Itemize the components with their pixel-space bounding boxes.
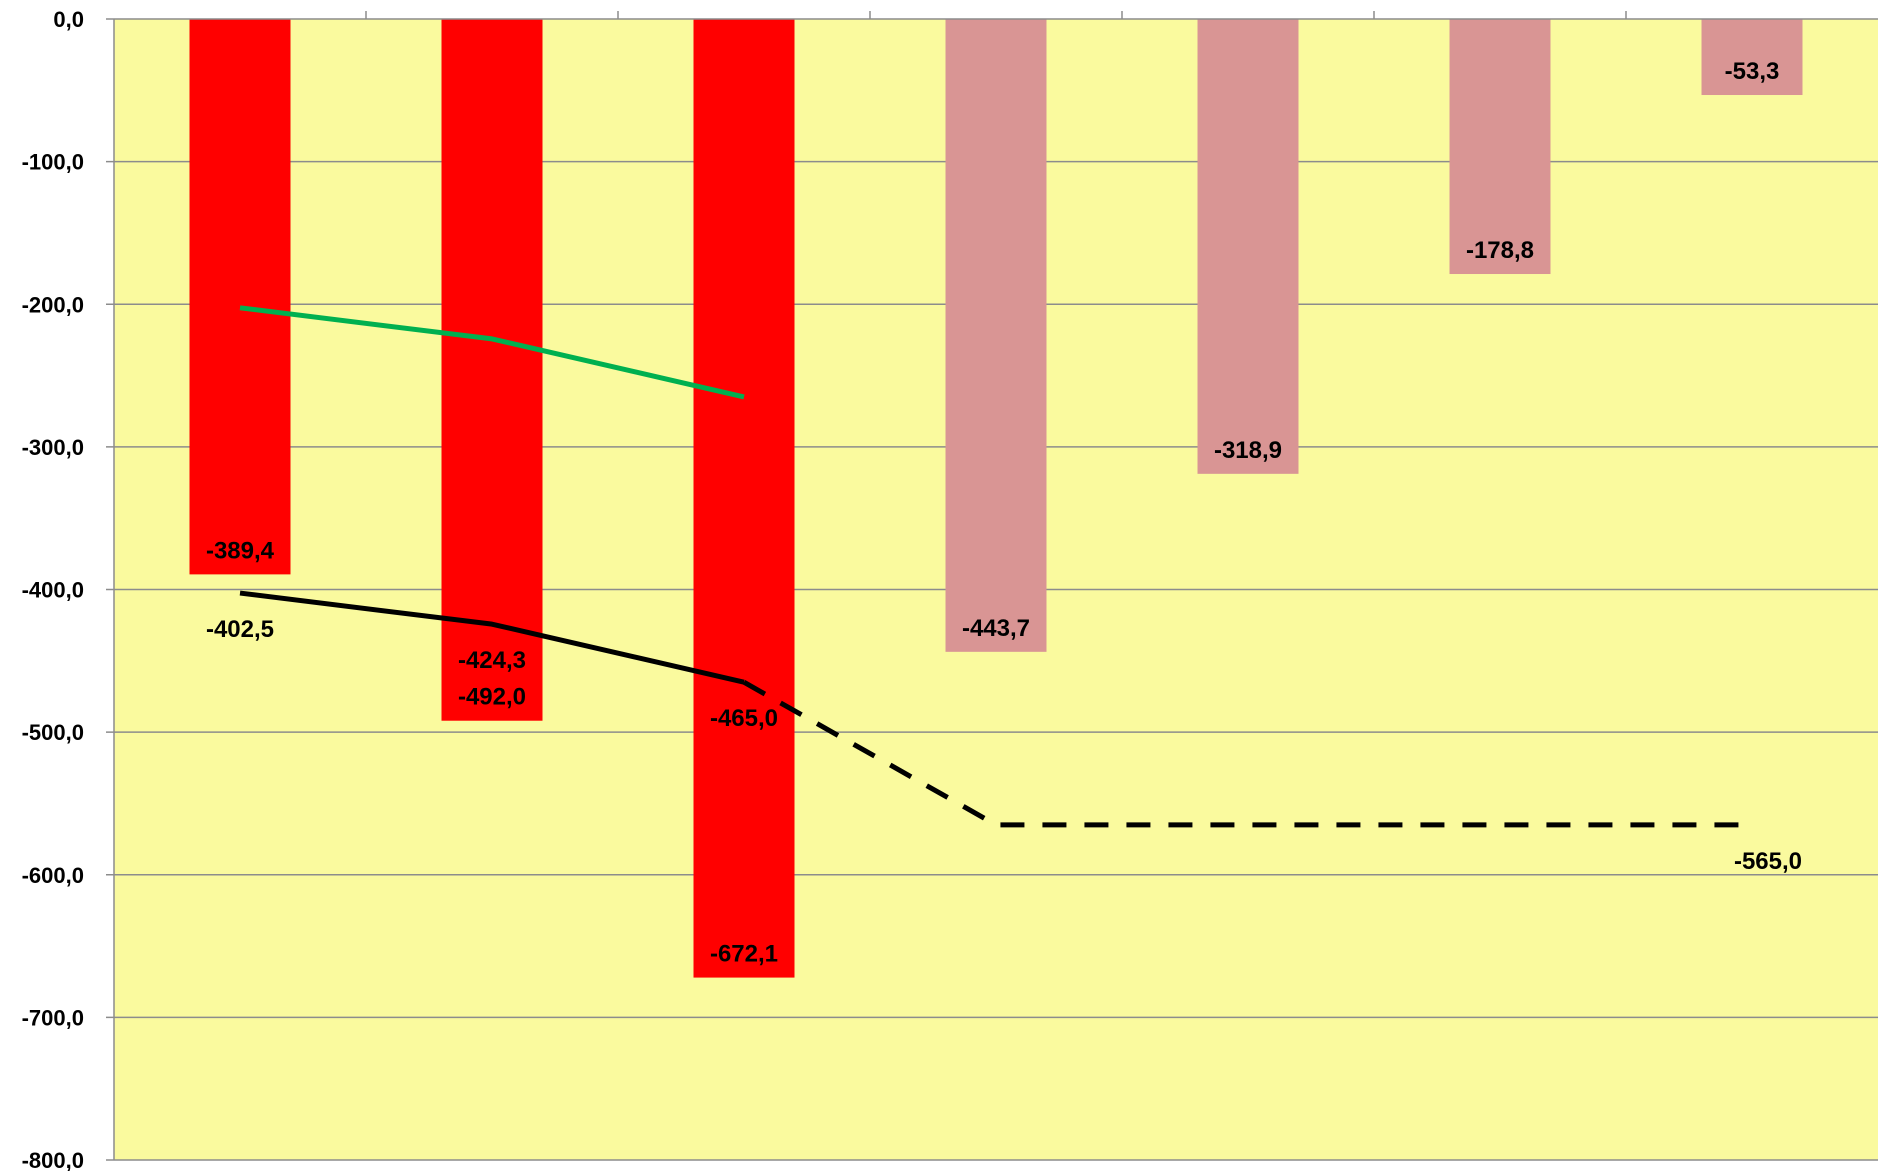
bar-data-label: -443,7: [962, 615, 1030, 642]
y-tick-label: -400,0: [22, 578, 84, 603]
line-series: [239, 590, 745, 685]
bar: [189, 19, 291, 575]
y-tick-label: 0,0: [53, 7, 84, 32]
bar-data-label: -672,1: [710, 941, 778, 968]
line-data-label: -402,5: [206, 616, 274, 643]
line-data-label: -465,0: [710, 705, 778, 732]
bar-data-label: -318,9: [1214, 437, 1282, 464]
line-end-label: -565,0: [1734, 848, 1802, 875]
y-tick-label: -500,0: [22, 720, 84, 745]
bar: [693, 19, 795, 978]
y-tick-label: -100,0: [22, 150, 84, 175]
axes: [106, 11, 1878, 1161]
bar: [1701, 19, 1803, 96]
bar-data-label: -178,8: [1466, 237, 1534, 264]
line-data-label: -424,3: [458, 647, 526, 674]
bar-data-label: -389,4: [206, 537, 275, 564]
bar-data-label: -53,3: [1725, 58, 1780, 85]
bar: [1197, 19, 1299, 474]
bar-data-label: -492,0: [458, 684, 526, 711]
y-tick-label: -300,0: [22, 435, 84, 460]
bar-series: [189, 19, 1803, 978]
line-series: [239, 305, 1752, 828]
y-tick-label: -700,0: [22, 1005, 84, 1030]
y-tick-label: -600,0: [22, 863, 84, 888]
y-tick-label: -800,0: [22, 1148, 84, 1171]
bar: [945, 19, 1047, 652]
line-series: [239, 305, 745, 400]
y-axis-tick-labels: 0,0 -100,0 -200,0 -300,0 -400,0 -500,0 -600,0 -…: [22, 7, 84, 1171]
bar: [441, 19, 543, 721]
data-labels: -389,4 -492,0 -672,1 -443,7 -318,9 -178,8 -53,…: [206, 58, 1802, 968]
bar: [1449, 19, 1551, 275]
y-tick-label: -200,0: [22, 292, 84, 317]
